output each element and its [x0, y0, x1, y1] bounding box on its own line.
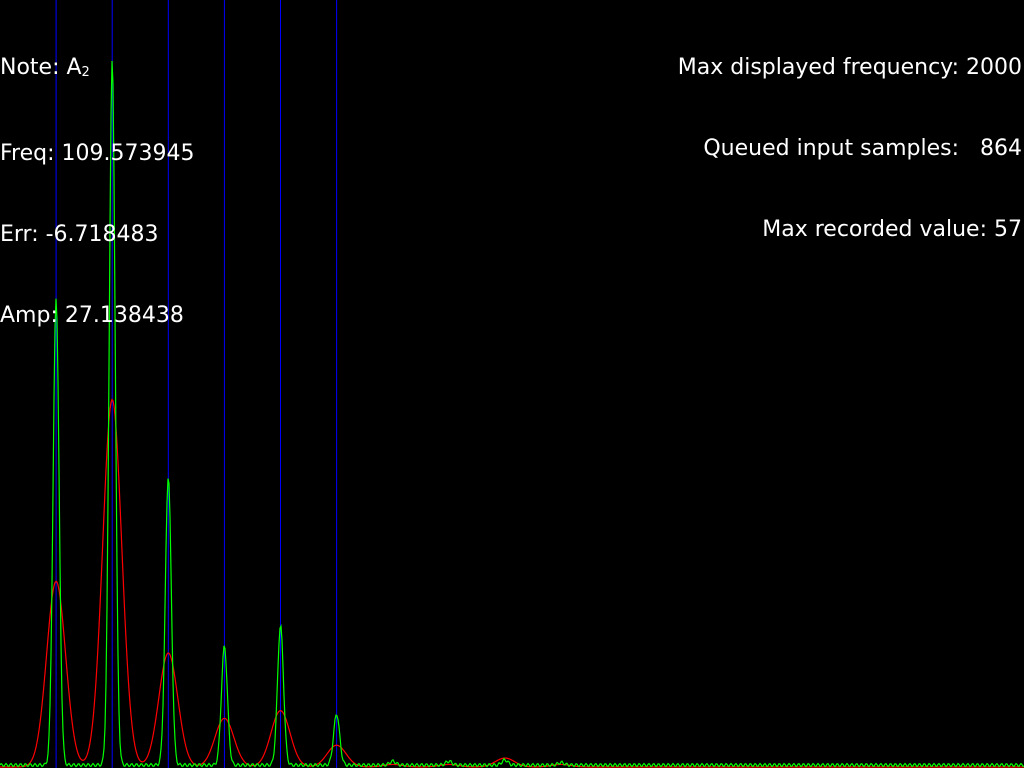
max-recorded-value: Max recorded value: 57 — [762, 217, 1022, 242]
frequency-readout: Freq: 109.573945 — [0, 141, 195, 166]
smoothed-spectrum — [0, 398, 1024, 768]
harmonic-markers — [55, 0, 338, 768]
instant-spectrum — [0, 60, 1024, 768]
smoothed-spectrum-curve — [0, 398, 1024, 768]
max-displayed-frequency: Max displayed frequency: 2000 — [677, 55, 1022, 80]
note-label: Note: A — [0, 55, 82, 80]
note-octave: 2 — [81, 65, 90, 80]
status-panel: Max displayed frequency: 2000 Queued inp… — [678, 0, 1022, 297]
error-readout: Err: -6.718483 — [0, 222, 159, 247]
note-readout: Note: A2 — [0, 54, 195, 86]
queued-input-samples: Queued input samples: 864 — [703, 136, 1022, 161]
amplitude-readout: Amp: 27.138438 — [0, 303, 184, 328]
note-info-panel: Note: A2 Freq: 109.573945 Err: -6.718483… — [0, 0, 195, 383]
instant-spectrum-curve — [0, 60, 1024, 768]
